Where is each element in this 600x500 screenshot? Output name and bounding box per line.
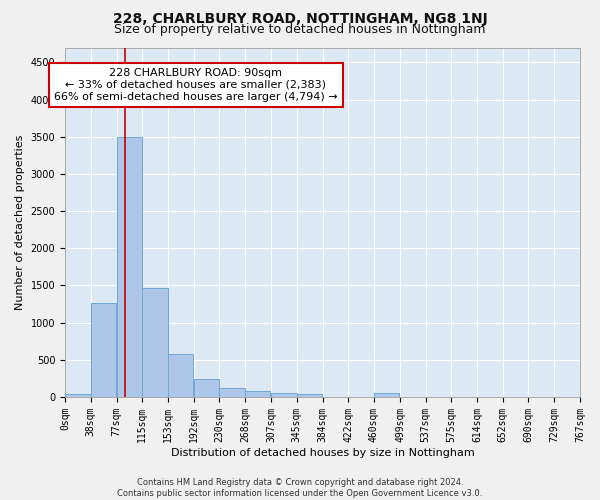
Text: Size of property relative to detached houses in Nottingham: Size of property relative to detached ho… (114, 22, 486, 36)
Bar (91, 303, 116, 397)
Bar (117, 136, 142, 397)
Bar (194, 380, 220, 397)
X-axis label: Distribution of detached houses by size in Nottingham: Distribution of detached houses by size … (170, 448, 475, 458)
Bar (245, 391, 271, 397)
Text: Contains HM Land Registry data © Crown copyright and database right 2024.
Contai: Contains HM Land Registry data © Crown c… (118, 478, 482, 498)
Text: 228, CHARLBURY ROAD, NOTTINGHAM, NG8 1NJ: 228, CHARLBURY ROAD, NOTTINGHAM, NG8 1NJ (113, 12, 487, 26)
Bar (65, 394, 91, 397)
Text: 228 CHARLBURY ROAD: 90sqm
← 33% of detached houses are smaller (2,383)
66% of se: 228 CHARLBURY ROAD: 90sqm ← 33% of detac… (54, 68, 338, 102)
Bar (168, 354, 193, 397)
Bar (271, 393, 296, 397)
Y-axis label: Number of detached properties: Number of detached properties (15, 134, 25, 310)
Bar (374, 394, 400, 397)
Bar (142, 288, 168, 397)
Bar (296, 394, 322, 397)
Bar (220, 388, 245, 397)
